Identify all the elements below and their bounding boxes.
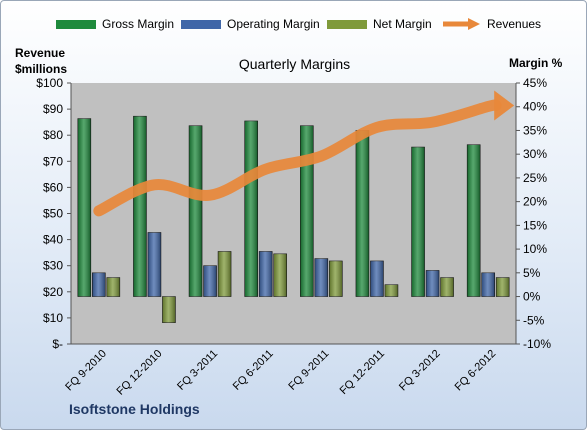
- right-tick-label: 30%: [523, 147, 547, 161]
- right-tick-label: 35%: [523, 123, 547, 137]
- x-tick-label: FQ 12-2010: [115, 348, 165, 398]
- right-tick-label: 5%: [523, 266, 541, 280]
- operating-margin-bar-shade: [259, 251, 273, 297]
- operating-margin-swatch: [181, 19, 221, 29]
- right-tick-label: 45%: [523, 76, 547, 90]
- right-tick-label: 40%: [523, 100, 547, 114]
- left-tick-label: $100: [36, 76, 63, 90]
- legend-label: Operating Margin: [227, 17, 320, 31]
- left-tick-label: $-: [52, 337, 63, 351]
- operating-margin-bar-shade: [203, 265, 217, 297]
- right-axis-title: Margin %: [509, 56, 563, 70]
- x-tick-label: FQ 6-2011: [231, 348, 276, 393]
- left-tick-label: $30: [43, 259, 63, 273]
- x-tick-label: FQ 12-2011: [338, 348, 387, 397]
- gross-margin-bar-shade: [244, 120, 258, 297]
- legend-net-margin: Net Margin: [327, 17, 432, 31]
- right-tick-label: 0%: [523, 290, 541, 304]
- right-tick-label: -5%: [523, 313, 545, 327]
- legend-gross-margin: Gross Margin: [56, 17, 174, 31]
- operating-margin-bar-shade: [314, 258, 328, 297]
- operating-margin-bar-shade: [92, 272, 106, 297]
- left-tick-label: $90: [43, 102, 63, 116]
- net-margin-bar-shade: [496, 277, 510, 297]
- legend-label: Gross Margin: [102, 17, 175, 31]
- net-margin-bar-shade: [273, 253, 287, 297]
- net-margin-bar-shade: [384, 284, 398, 297]
- net-margin-bar-shade: [218, 251, 232, 297]
- net-margin-bar-shade: [440, 277, 454, 297]
- revenues-arrowhead: [494, 90, 515, 121]
- gross-margin-bar-shade: [133, 116, 147, 297]
- left-tick-label: $70: [43, 154, 63, 168]
- net-margin-bar-shade: [162, 296, 176, 323]
- legend-label: Net Margin: [373, 17, 432, 31]
- net-margin-bar-shade: [106, 277, 120, 297]
- operating-margin-bar-shade: [370, 260, 384, 297]
- operating-margin-bar-shade: [481, 272, 495, 297]
- legend-revenues: Revenues: [441, 17, 541, 31]
- arrow-icon: [443, 18, 480, 30]
- right-tick-label: 20%: [523, 195, 547, 209]
- operating-margin-bar-shade: [147, 232, 161, 297]
- left-tick-label: $80: [43, 128, 63, 142]
- net-margin-bar-shade: [329, 260, 343, 297]
- legend-operating-margin: Operating Margin: [181, 17, 320, 31]
- operating-margin-bar-shade: [426, 270, 440, 297]
- left-axis-title: Revenue $millions: [15, 46, 68, 76]
- x-tick-label: FQ 3-2012: [397, 348, 443, 394]
- gross-margin-swatch: [56, 19, 96, 29]
- right-tick-label: 15%: [523, 218, 547, 232]
- x-tick-label: FQ 9-2011: [286, 348, 331, 393]
- gross-margin-bar-shade: [355, 130, 369, 297]
- left-tick-label: $10: [43, 311, 63, 325]
- gross-margin-bar-shade: [77, 118, 91, 297]
- left-tick-label: $20: [43, 285, 63, 299]
- company-name: Isoftstone Holdings: [69, 401, 200, 417]
- net-margin-swatch: [327, 19, 367, 29]
- legend-label: Revenues: [487, 17, 542, 31]
- gross-margin-bar-shade: [467, 144, 481, 297]
- gross-margin-bar-shade: [189, 125, 203, 297]
- right-tick-label: 25%: [523, 171, 547, 185]
- x-tick-label: FQ 6-2012: [453, 348, 499, 394]
- legend: Gross Margin Operating Margin Net Margin…: [1, 17, 586, 37]
- left-tick-label: $50: [43, 207, 63, 221]
- x-tick-label: FQ 3-2011: [175, 348, 220, 393]
- right-tick-label: -10%: [523, 337, 551, 351]
- gross-margin-bar-shade: [300, 125, 314, 297]
- chart-title: Quarterly Margins: [238, 56, 351, 72]
- left-tick-label: $40: [43, 233, 63, 247]
- x-tick-label: FQ 9-2010: [63, 348, 109, 394]
- right-tick-label: 10%: [523, 242, 547, 256]
- left-tick-label: $60: [43, 180, 63, 194]
- gross-margin-bar-shade: [411, 147, 425, 297]
